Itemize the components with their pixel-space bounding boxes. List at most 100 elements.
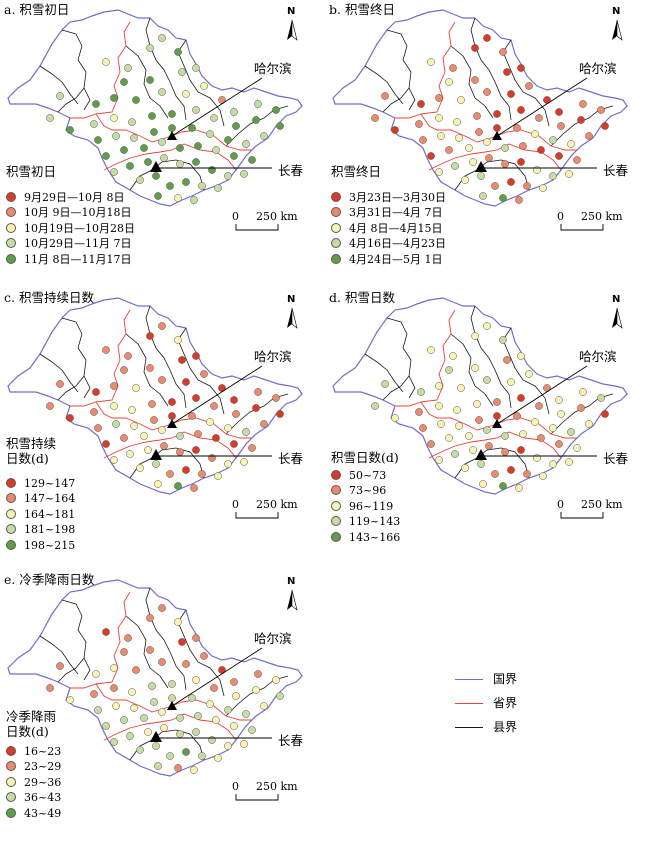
station-point (240, 740, 248, 748)
station-point (533, 454, 541, 462)
station-point (168, 412, 176, 420)
county-boundary (39, 65, 79, 105)
legend-label: 181~198 (24, 523, 76, 537)
station-point (461, 176, 469, 184)
station-point (124, 64, 132, 72)
station-point (531, 130, 539, 138)
station-point (102, 58, 110, 66)
station-point (513, 124, 521, 132)
station-point (194, 712, 202, 720)
station-point (126, 732, 134, 740)
harbin-marker (167, 131, 177, 140)
station-point (128, 688, 136, 696)
station-point (491, 470, 499, 478)
station-point (150, 698, 158, 706)
station-point (130, 134, 138, 142)
station-point (501, 448, 509, 456)
scale-km-label: 250 km (256, 210, 298, 223)
changchun-label: 长春 (603, 451, 629, 466)
legend-label: 23~29 (24, 760, 62, 774)
station-point (415, 408, 423, 416)
harbin-marker (167, 419, 177, 428)
station-point (210, 402, 218, 410)
station-point (56, 662, 64, 670)
north-arrow-shade (291, 19, 298, 41)
station-point (567, 428, 575, 436)
harbin-label: 哈尔滨 (254, 61, 292, 76)
station-point (188, 412, 196, 420)
station-point (485, 442, 493, 450)
station-point (152, 742, 160, 750)
station-point (417, 388, 425, 396)
station-point (152, 460, 160, 468)
station-point (110, 456, 118, 464)
legend-item: 4月24日—5月 1日 (331, 252, 443, 267)
legend-swatch (6, 192, 16, 202)
legend-item: 29~36 (6, 775, 61, 790)
station-point (146, 646, 154, 654)
station-point (120, 78, 128, 86)
province-boundary (103, 143, 237, 171)
station-point (144, 446, 152, 454)
station-point (557, 122, 565, 130)
legend-item: 143~166 (331, 530, 400, 545)
station-point (146, 44, 154, 52)
station-point (507, 178, 515, 186)
legend-item: 3月31日—4月 7日 (331, 205, 443, 220)
station-point (507, 90, 515, 98)
station-point (565, 170, 573, 178)
station-point (469, 158, 477, 166)
station-point (174, 618, 182, 626)
station-point (437, 420, 445, 428)
legend-label: 4月24日—5月 1日 (349, 252, 443, 266)
station-point (136, 464, 144, 472)
legend-swatch (6, 807, 16, 818)
station-point (549, 424, 557, 432)
province-boundary (70, 309, 131, 407)
station-point (154, 762, 162, 770)
station-point (66, 414, 74, 422)
station-point (517, 64, 525, 72)
station-point (457, 96, 465, 104)
county-boundary (382, 375, 410, 401)
station-point (208, 454, 216, 462)
station-point (493, 398, 501, 406)
legend-label: 43~49 (24, 806, 62, 820)
station-point (435, 382, 443, 390)
legend-swatch (6, 761, 16, 772)
legend-swatch (331, 485, 341, 496)
province-line-swatch (455, 703, 483, 704)
station-point (90, 690, 98, 698)
panel-title: d. 积雪日数 (329, 290, 395, 305)
station-point (66, 126, 74, 134)
station-point (136, 176, 144, 184)
station-point (178, 356, 186, 364)
station-point (435, 94, 443, 102)
panel-title: e. 冷季降雨日数 (4, 572, 95, 587)
legend-swatch (6, 539, 16, 550)
station-point (248, 444, 256, 452)
province-boundary (428, 431, 562, 459)
station-point (124, 352, 132, 360)
station-point (212, 716, 220, 724)
station-point (190, 484, 198, 492)
panel-title: a. 积雪初日 (4, 2, 70, 17)
station-point (471, 364, 479, 372)
changchun-label: 长春 (278, 733, 304, 748)
station-point (260, 702, 268, 710)
station-point (126, 162, 134, 170)
province-boundary (70, 591, 131, 689)
station-point (132, 96, 140, 104)
station-point (190, 766, 198, 774)
legend-item: 36~43 (6, 790, 61, 805)
station-point (210, 684, 218, 692)
province-boundary (70, 21, 131, 119)
station-point (577, 404, 585, 412)
changchun-label: 长春 (278, 163, 304, 178)
harbin-leader-line (171, 77, 263, 137)
legend-label: 164~181 (24, 507, 76, 521)
station-point (214, 754, 222, 762)
scale-bar (560, 224, 604, 231)
station-point (110, 684, 118, 692)
station-point (477, 460, 485, 468)
